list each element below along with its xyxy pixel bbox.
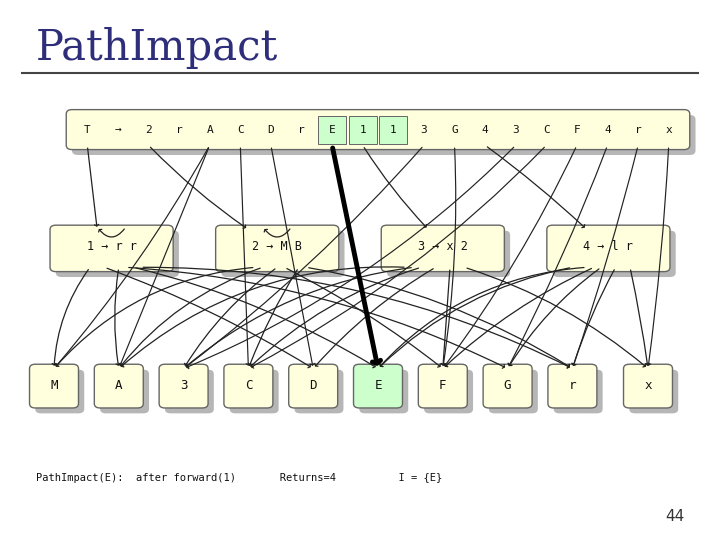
FancyBboxPatch shape: [94, 364, 143, 408]
Text: A: A: [207, 125, 213, 134]
FancyBboxPatch shape: [35, 370, 84, 414]
FancyBboxPatch shape: [624, 364, 672, 408]
FancyBboxPatch shape: [554, 370, 603, 414]
Text: 1 → r r: 1 → r r: [86, 240, 137, 253]
FancyBboxPatch shape: [100, 370, 149, 414]
FancyBboxPatch shape: [30, 364, 78, 408]
FancyBboxPatch shape: [230, 370, 279, 414]
Text: 1: 1: [390, 125, 397, 134]
FancyBboxPatch shape: [553, 231, 675, 277]
Text: T: T: [84, 125, 91, 134]
Text: 3: 3: [420, 125, 427, 134]
FancyBboxPatch shape: [159, 364, 208, 408]
Text: 3: 3: [180, 379, 187, 392]
FancyBboxPatch shape: [359, 370, 408, 414]
Text: D: D: [310, 379, 317, 392]
Text: 3 → x 2: 3 → x 2: [418, 240, 468, 253]
Text: 4: 4: [482, 125, 488, 134]
Text: →: →: [114, 125, 121, 134]
FancyBboxPatch shape: [289, 364, 338, 408]
Text: E: E: [329, 125, 336, 134]
Text: x: x: [665, 125, 672, 134]
FancyBboxPatch shape: [165, 370, 214, 414]
Text: r: r: [176, 125, 182, 134]
FancyBboxPatch shape: [483, 364, 532, 408]
Text: F: F: [439, 379, 446, 392]
Text: A: A: [115, 379, 122, 392]
Text: 2 → M B: 2 → M B: [252, 240, 302, 253]
FancyBboxPatch shape: [348, 116, 377, 144]
FancyBboxPatch shape: [418, 364, 467, 408]
FancyBboxPatch shape: [318, 116, 346, 144]
Text: 4: 4: [604, 125, 611, 134]
Text: 4 → l r: 4 → l r: [583, 240, 634, 253]
Text: C: C: [543, 125, 549, 134]
FancyBboxPatch shape: [489, 370, 538, 414]
Text: 1: 1: [359, 125, 366, 134]
Text: PathImpact(E):  after forward(1)       Returns=4          I = {E}: PathImpact(E): after forward(1) Returns=…: [36, 473, 442, 483]
Text: M: M: [50, 379, 58, 392]
Text: 2: 2: [145, 125, 152, 134]
FancyBboxPatch shape: [387, 231, 510, 277]
FancyBboxPatch shape: [547, 225, 670, 272]
Text: G: G: [451, 125, 458, 134]
Text: x: x: [644, 379, 652, 392]
Text: r: r: [635, 125, 642, 134]
FancyBboxPatch shape: [424, 370, 473, 414]
Text: C: C: [237, 125, 243, 134]
Text: D: D: [268, 125, 274, 134]
FancyBboxPatch shape: [216, 225, 339, 272]
FancyBboxPatch shape: [629, 370, 678, 414]
FancyBboxPatch shape: [294, 370, 343, 414]
FancyBboxPatch shape: [56, 231, 179, 277]
Text: G: G: [504, 379, 511, 392]
FancyBboxPatch shape: [379, 116, 408, 144]
FancyBboxPatch shape: [382, 225, 504, 272]
Text: PathImpact: PathImpact: [36, 27, 278, 69]
FancyBboxPatch shape: [548, 364, 597, 408]
Text: E: E: [374, 379, 382, 392]
Text: 44: 44: [665, 509, 684, 524]
FancyBboxPatch shape: [66, 110, 690, 150]
FancyBboxPatch shape: [50, 225, 173, 272]
FancyBboxPatch shape: [72, 115, 696, 155]
FancyBboxPatch shape: [222, 231, 344, 277]
FancyBboxPatch shape: [224, 364, 273, 408]
Text: F: F: [574, 125, 580, 134]
Text: C: C: [245, 379, 252, 392]
Text: 3: 3: [513, 125, 519, 134]
Text: r: r: [569, 379, 576, 392]
Text: r: r: [298, 125, 305, 134]
FancyBboxPatch shape: [354, 364, 402, 408]
